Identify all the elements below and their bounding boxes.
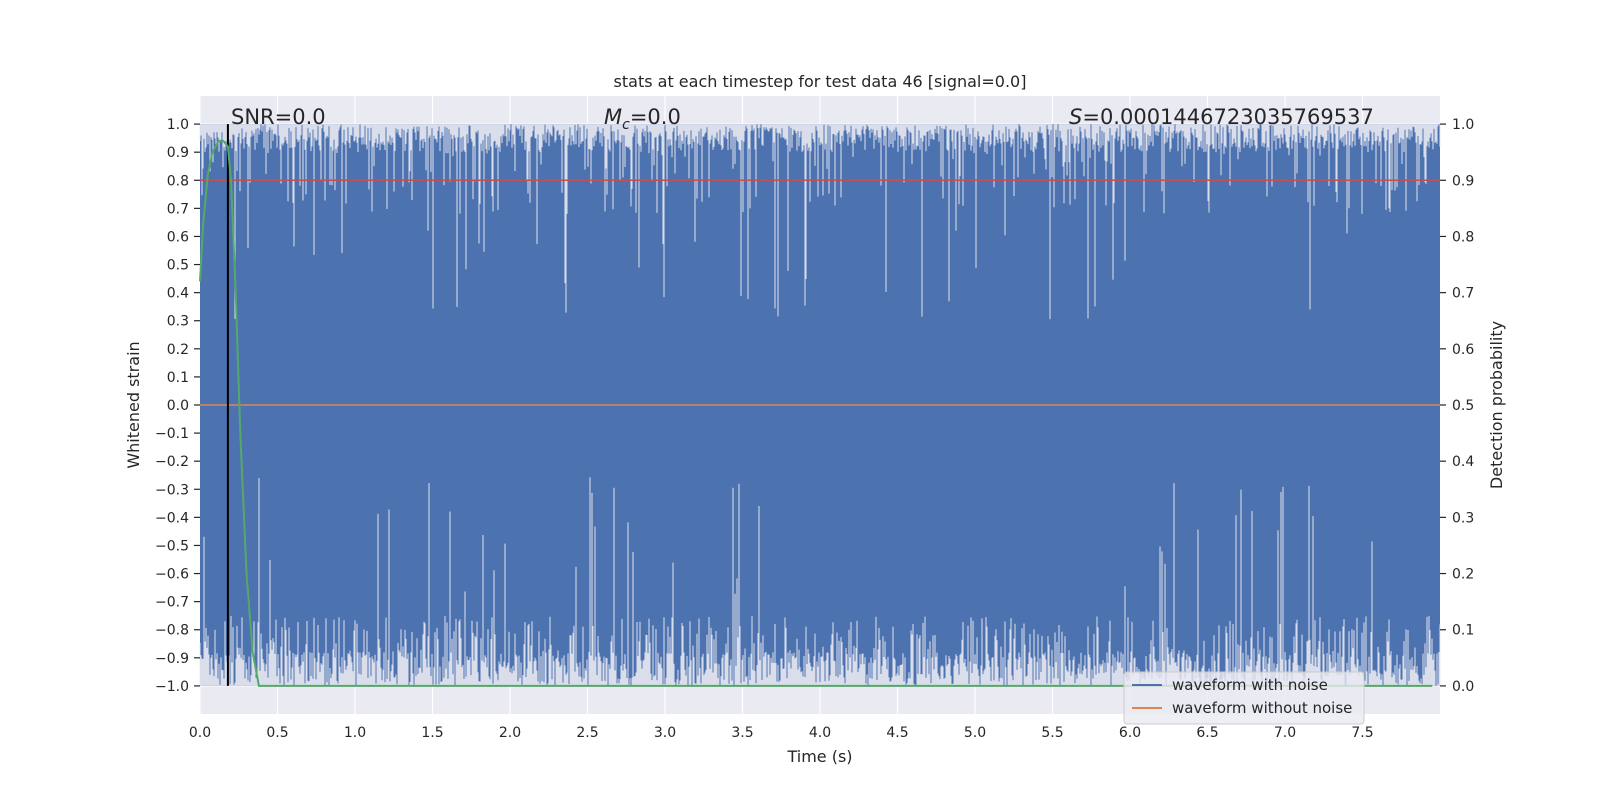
annotation-snr: SNR=0.0 [231, 105, 326, 129]
x-tick-label: 0.0 [189, 725, 211, 741]
y-tick-label: −0.7 [155, 595, 189, 611]
y-tick-label: 1.0 [167, 117, 189, 133]
x-tick-label: 0.5 [266, 725, 288, 741]
y-tick-label: −0.1 [155, 426, 189, 442]
y2-tick-label: 0.0 [1452, 679, 1474, 695]
y-tick-label: −1.0 [155, 679, 189, 695]
y-tick-label: 0.3 [167, 314, 189, 330]
overlay-layer [199, 124, 1440, 687]
x-tick-label: 7.5 [1351, 725, 1373, 741]
x-tick-label: 1.5 [421, 725, 443, 741]
y-tick-label: 0.4 [167, 286, 189, 302]
annotation-mc-subscript: c [622, 117, 630, 133]
y-tick-label: −0.6 [155, 567, 189, 583]
annotation-mc-symbol: M [604, 105, 622, 129]
x-tick-label: 4.0 [809, 725, 831, 741]
x-tick-label: 2.0 [499, 725, 521, 741]
y2-tick-label: 0.1 [1452, 623, 1474, 639]
y2-tick-label: 0.4 [1452, 454, 1474, 470]
x-tick-label: 6.0 [1119, 725, 1141, 741]
y-tick-label: 0.0 [167, 398, 189, 414]
y-axis-label: Whitened strain [124, 341, 143, 468]
x-tick-label: 5.5 [1041, 725, 1063, 741]
x-axis-label: Time (s) [786, 747, 852, 766]
x-tick-label: 6.5 [1196, 725, 1218, 741]
y2-tick-label: 0.3 [1452, 510, 1474, 526]
annotation-s-value: =0.0001446723035769537 [1082, 105, 1374, 129]
y2-tick-label: 1.0 [1452, 117, 1474, 133]
y-tick-label: 0.1 [167, 370, 189, 386]
legend-label-noise: waveform with noise [1172, 676, 1328, 694]
y2-tick-label: 0.2 [1452, 567, 1474, 583]
annotation-s-symbol: S [1069, 105, 1082, 129]
chart-title: stats at each timestep for test data 46 … [614, 72, 1027, 91]
y-tick-label: 0.9 [167, 145, 189, 161]
legend: waveform with noise waveform without noi… [1123, 671, 1365, 725]
y-tick-label: 0.2 [167, 342, 189, 358]
annotation-mc-value: =0.0 [630, 105, 681, 129]
y2-tick-label: 0.5 [1452, 398, 1474, 414]
y-tick-label: 0.6 [167, 229, 189, 245]
y-tick-label: −0.3 [155, 482, 189, 498]
legend-box [1123, 671, 1365, 725]
x-tick-label: 7.0 [1274, 725, 1296, 741]
y-tick-label: 0.5 [167, 258, 189, 274]
detection-probability-line [199, 139, 1433, 687]
y-tick-label: 0.8 [167, 173, 189, 189]
y2-tick-label: 0.8 [1452, 229, 1474, 245]
x-tick-label: 3.0 [654, 725, 676, 741]
x-tick-label: 5.0 [964, 725, 986, 741]
y-tick-label: 0.7 [167, 201, 189, 217]
legend-label-clean: waveform without noise [1172, 699, 1352, 717]
y-tick-label: −0.5 [155, 538, 189, 554]
y2-tick-label: 0.6 [1452, 342, 1474, 358]
y-tick-label: −0.2 [155, 454, 189, 470]
noise-waveform-gaps [199, 124, 1441, 686]
y2-tick-label: 0.9 [1452, 173, 1474, 189]
annotation-mc: Mc=0.0 [604, 105, 681, 133]
x-tick-label: 1.0 [344, 725, 366, 741]
y-tick-label: −0.9 [155, 651, 189, 667]
x-tick-label: 4.5 [886, 725, 908, 741]
y2-axis-label: Detection probability [1487, 321, 1506, 489]
x-tick-label: 3.5 [731, 725, 753, 741]
x-tick-label: 2.5 [576, 725, 598, 741]
y-tick-label: −0.8 [155, 623, 189, 639]
y2-tick-label: 0.7 [1452, 286, 1474, 302]
ticks-layer: 0.0 0.5 1.0 1.5 2.0 2.5 3.0 3.5 4.0 4.5 5.0 5.5 6.0 6… [155, 117, 1474, 741]
annotation-s: S=0.0001446723035769537 [1069, 105, 1374, 129]
y-tick-label: −0.4 [155, 510, 189, 526]
